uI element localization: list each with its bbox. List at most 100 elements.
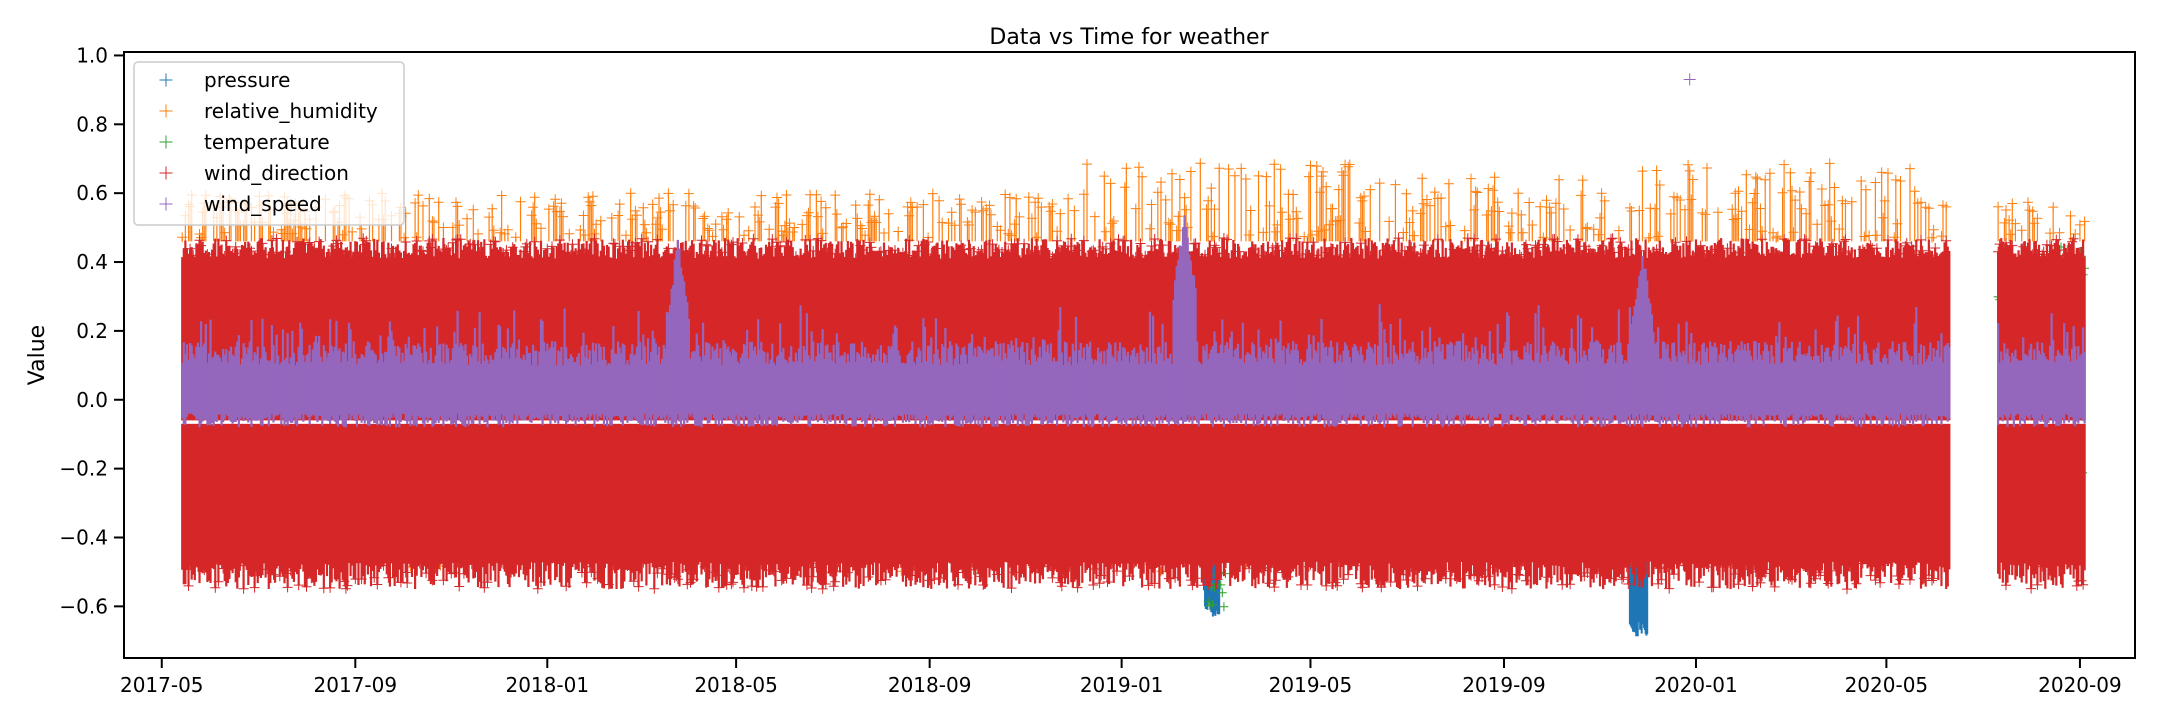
- rh-point: [821, 203, 831, 213]
- wind-direction-point: [283, 582, 293, 592]
- rh-point: [1157, 567, 1166, 576]
- rh-point: [1652, 166, 1662, 176]
- rh-point: [1535, 202, 1545, 212]
- rh-point: [1999, 218, 2009, 228]
- rh-point: [1318, 167, 1328, 177]
- wind-direction-point: [1047, 573, 1057, 583]
- wind-direction-point: [1875, 578, 1885, 588]
- rh-point: [1472, 188, 1482, 198]
- wind-direction-point: [401, 237, 411, 247]
- rh-point: [1910, 186, 1920, 196]
- rh-point: [1795, 187, 1805, 197]
- rh-point: [1173, 211, 1183, 221]
- rh-point: [1565, 225, 1575, 235]
- rh-point: [947, 207, 957, 217]
- rh-point: [912, 202, 922, 212]
- rh-point: [2017, 225, 2027, 235]
- rh-point: [1069, 206, 1079, 216]
- rh-point: [830, 190, 840, 200]
- rh-point: [640, 220, 650, 230]
- rh-point: [956, 199, 966, 209]
- rh-point: [698, 214, 708, 224]
- rh-point: [1261, 172, 1271, 182]
- data-marks: [177, 74, 2089, 637]
- rh-point: [1246, 206, 1256, 216]
- rh-point: [654, 193, 664, 203]
- rh-point: [1872, 230, 1882, 240]
- rh-point: [934, 196, 944, 206]
- rh-point: [1856, 176, 1866, 186]
- wind-direction-point: [1164, 574, 1174, 584]
- rh-point: [1713, 207, 1723, 217]
- rh-point: [1147, 200, 1157, 210]
- rh-point: [1446, 221, 1456, 231]
- rh-point: [1861, 185, 1871, 195]
- rh-point: [663, 188, 673, 198]
- rh-point: [1390, 180, 1400, 190]
- rh-point: [739, 230, 749, 240]
- rh-point: [1276, 164, 1286, 174]
- rh-point: [1779, 160, 1789, 170]
- rh-point: [607, 213, 617, 223]
- rh-point: [1578, 175, 1588, 185]
- rh-point: [1288, 190, 1298, 200]
- rh-point: [1345, 160, 1355, 170]
- wind-direction-point: [829, 581, 839, 591]
- rh-point: [1055, 209, 1065, 219]
- rh-point: [1685, 166, 1695, 176]
- rh-point: [1304, 172, 1314, 182]
- rh-point: [1156, 177, 1166, 187]
- rh-point: [744, 226, 754, 236]
- rh-point: [1483, 184, 1493, 194]
- rh-point: [1063, 194, 1073, 204]
- rh-point: [1825, 158, 1835, 168]
- rh-point: [528, 202, 538, 212]
- rh-point: [1181, 205, 1191, 215]
- rh-point: [1614, 226, 1624, 236]
- rh-point: [1488, 185, 1498, 195]
- rh-point: [1024, 192, 1034, 202]
- rh-point: [700, 211, 710, 221]
- rh-point: [1328, 204, 1338, 214]
- rh-point: [1494, 207, 1504, 217]
- rh-point: [1101, 227, 1111, 237]
- rh-point: [1891, 175, 1901, 185]
- rh-point: [1830, 183, 1840, 193]
- rh-point: [1785, 168, 1795, 178]
- rh-point: [734, 212, 744, 222]
- wind-direction-point: [1088, 580, 1098, 590]
- rh-point: [1937, 231, 1947, 241]
- wind-direction-point: [250, 583, 260, 593]
- rh-point: [530, 192, 540, 202]
- rh-point: [621, 230, 631, 240]
- rh-point: [837, 223, 847, 233]
- rh-point: [1554, 175, 1564, 185]
- rh-point: [489, 225, 499, 235]
- rh-point: [1224, 164, 1234, 174]
- rh-point: [536, 223, 546, 233]
- wind-direction-point: [1708, 582, 1718, 592]
- rh-point: [462, 214, 472, 224]
- wind-direction-point: [1606, 234, 1616, 244]
- rh-point: [1011, 194, 1021, 204]
- rh-point: [1490, 172, 1500, 182]
- rh-point: [1306, 161, 1316, 171]
- rh-point: [1513, 188, 1523, 198]
- wind-direction-point: [1497, 582, 1507, 592]
- rh-point: [1167, 169, 1177, 179]
- rh-point: [1806, 168, 1816, 178]
- rh-point: [764, 224, 774, 234]
- wind-direction-point: [454, 582, 464, 592]
- wind-direction-point: [402, 578, 412, 588]
- rh-point: [1365, 185, 1375, 195]
- rh-point: [434, 197, 444, 207]
- rh-point: [1186, 167, 1196, 177]
- rh-point: [865, 189, 875, 199]
- rh-point: [626, 188, 636, 198]
- rh-point: [564, 229, 574, 239]
- wind-direction-point: [1521, 576, 1531, 586]
- rh-point: [1683, 160, 1693, 170]
- rh-point: [1409, 231, 1419, 241]
- wind-direction-point: [1090, 564, 1100, 574]
